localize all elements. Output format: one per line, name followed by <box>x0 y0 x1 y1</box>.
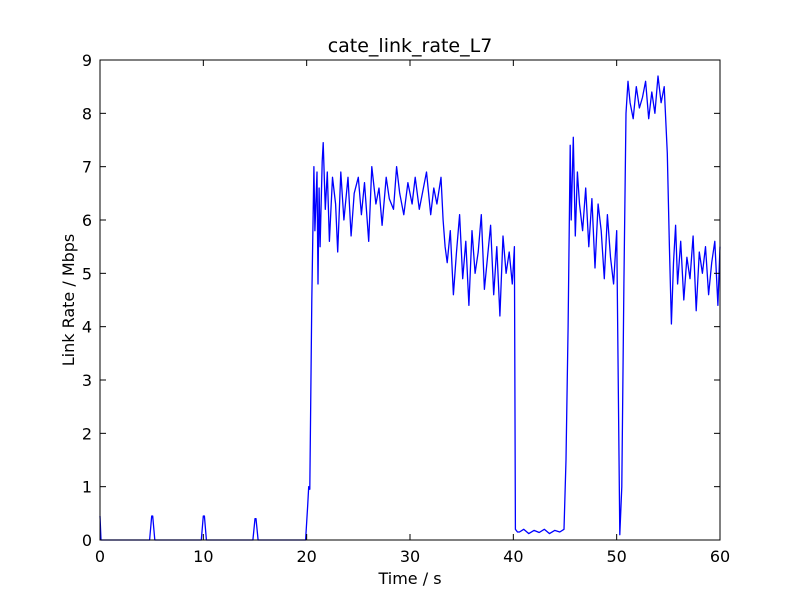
series-line-0 <box>99 75 721 541</box>
y-tick-label: 5 <box>82 264 92 283</box>
chart-title: cate_link_rate_L7 <box>328 35 493 57</box>
y-tick-label: 6 <box>82 211 92 230</box>
x-tick-label: 0 <box>95 547 105 566</box>
x-axis-label: Time / s <box>377 569 441 588</box>
y-tick-label: 7 <box>82 158 92 177</box>
y-tick-label: 3 <box>82 371 92 390</box>
x-tick-label: 50 <box>606 547 626 566</box>
plot-frame <box>99 59 721 541</box>
y-tick-label: 8 <box>82 104 92 123</box>
y-tick-label: 0 <box>82 531 92 550</box>
x-tick-label: 10 <box>193 547 213 566</box>
x-tick-label: 30 <box>400 547 420 566</box>
y-tick-label: 2 <box>82 424 92 443</box>
x-tick-label: 40 <box>503 547 523 566</box>
x-tick-label: 20 <box>296 547 316 566</box>
y-tick-label: 1 <box>82 478 92 497</box>
y-tick-label: 4 <box>82 318 92 337</box>
x-tick-label: 60 <box>710 547 730 566</box>
y-axis-label: Link Rate / Mbps <box>59 234 78 367</box>
plot-area: 0 10 20 30 40 50 60 0 1 2 3 4 5 6 7 8 9 <box>82 51 730 566</box>
y-tick-label: 9 <box>82 51 92 70</box>
